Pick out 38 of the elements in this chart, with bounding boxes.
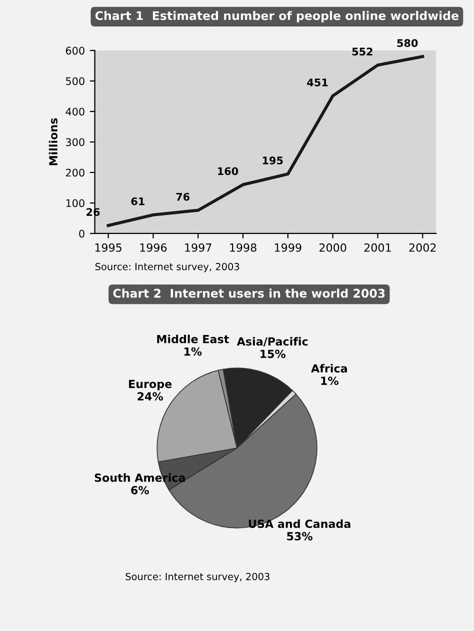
data-label: 195 [262, 156, 283, 164]
x-tick-label: 2002 [409, 243, 436, 252]
source-note: Source: Internet survey, 2003 [95, 262, 240, 272]
data-label: 160 [218, 167, 238, 176]
data-label: 1% [321, 376, 338, 386]
source-note: Source: Internet survey, 2003 [126, 572, 270, 582]
slice-label: Europe [129, 380, 172, 390]
chart-title: Chart 2 Internet users in the world 2003 [113, 288, 385, 298]
x-tick-label: 1995 [95, 243, 122, 252]
x-tick-label: 2001 [364, 243, 391, 252]
data-label: 552 [352, 48, 372, 56]
y-tick-label: 300 [66, 138, 84, 146]
x-tick-label: 1999 [274, 243, 302, 252]
line-series [106, 55, 424, 228]
y-axis-title: Millions [48, 118, 58, 166]
data-label: 6% [131, 486, 149, 494]
y-tick-label: 100 [66, 199, 84, 208]
data-label: 1% [184, 347, 202, 356]
data-label: 580 [397, 39, 418, 48]
y-tick-label: 0 [79, 230, 84, 238]
x-tick-label: 1998 [230, 243, 256, 252]
data-label: 76 [176, 192, 190, 201]
y-tick-label: 600 [66, 46, 84, 55]
data-label: 61 [131, 197, 144, 206]
chart-title: Chart 1 Estimated number of people online worldwide [95, 10, 458, 22]
slice-label: Asia/Pacific [236, 337, 308, 347]
slice-label: Middle East [157, 334, 229, 344]
data-label: 15% [260, 350, 286, 358]
data-label: 24% [138, 392, 163, 401]
y-tick-label: 400 [66, 108, 84, 116]
y-tick-label: 200 [66, 168, 84, 177]
y-tick-label: 500 [66, 77, 84, 86]
data-label: 451 [307, 78, 328, 86]
x-tick-label: 1996 [140, 243, 167, 252]
data-label: 53% [287, 532, 312, 540]
slice-label: Africa [311, 364, 347, 373]
x-tick-label: 1997 [185, 243, 212, 252]
x-tick-label: 2000 [319, 243, 346, 252]
